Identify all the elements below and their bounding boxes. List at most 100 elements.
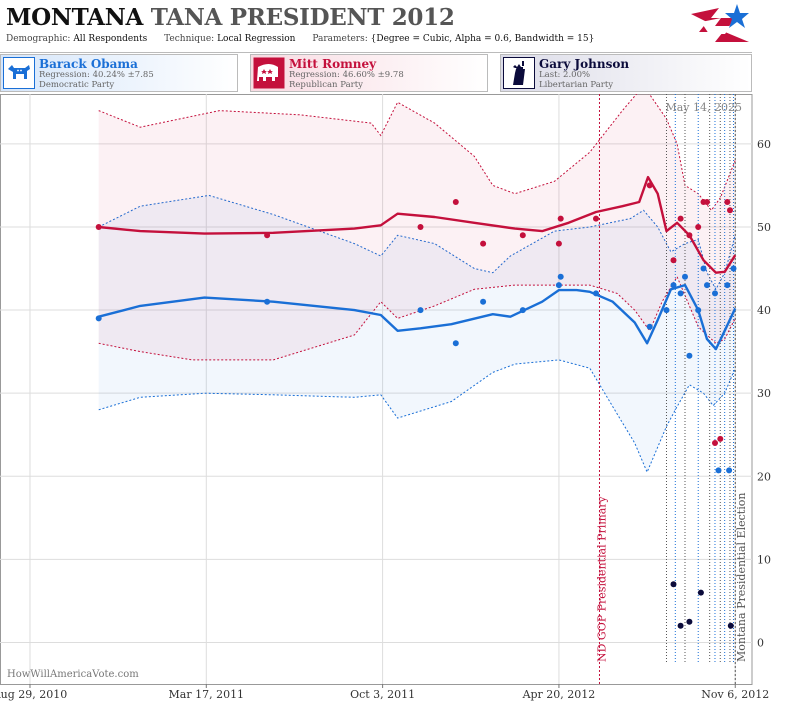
poll-point-obama: [712, 290, 718, 297]
poll-point-romney: [452, 199, 459, 205]
poll-point-obama: [700, 265, 707, 272]
candidate-party: Democratic Party: [39, 80, 115, 90]
poll-point-obama: [480, 298, 487, 305]
poll-point-obama: [663, 307, 670, 314]
y-tick-label: 10: [757, 553, 771, 566]
title-state: MONTANA: [6, 4, 143, 31]
y-tick-label: 40: [757, 304, 771, 317]
poll-point-romney: [717, 435, 724, 442]
poll-chart: ND GOP Presidential Primary Montana Presi…: [0, 94, 771, 701]
poll-point-obama: [593, 290, 599, 297]
donkey-icon: [3, 57, 35, 89]
band-romney: [98, 94, 736, 360]
poll-point-obama: [686, 352, 693, 359]
parameters-label: Parameters:: [312, 34, 368, 44]
band-obama: [98, 195, 736, 473]
poll-point-romney: [480, 240, 487, 247]
poll-point-obama: [646, 323, 653, 330]
y-tick-label: 0: [757, 636, 764, 649]
poll-point-romney: [724, 199, 731, 205]
candidate-johnson[interactable]: Gary Johnson Last: 2.00% Libertarian Par…: [500, 54, 752, 92]
elephant-icon: [253, 57, 285, 89]
event-lines: ND GOP Presidential Primary Montana Presi…: [595, 94, 748, 684]
chart-header: MONTANA TANA PRESIDENT 2012 Demographic:…: [0, 0, 789, 53]
poll-point-romney: [646, 182, 653, 189]
candidate-obama[interactable]: Barack Obama Regression: 40.24% ±7.85 De…: [0, 54, 238, 92]
confidence-bands: [98, 94, 736, 474]
candidate-name: Gary Johnson: [539, 57, 630, 71]
band-upper-romney: [98, 94, 736, 212]
poll-point-obama: [557, 273, 564, 280]
technique-label: Technique:: [164, 34, 215, 44]
candidate-romney[interactable]: Mitt Romney Regression: 46.60% ±9.78 Rep…: [250, 54, 488, 92]
title-rest: TANA PRESIDENT 2012: [150, 4, 455, 31]
poll-point-romney: [519, 232, 526, 239]
poll-point-obama: [715, 467, 722, 474]
band-upper-obama: [98, 194, 736, 291]
x-tick-label: Aug 29, 2010: [0, 688, 67, 701]
candidate-stat: Regression: 46.60% ±9.78: [289, 70, 404, 80]
poll-point-romney: [712, 440, 718, 446]
poll-point-romney: [593, 215, 599, 222]
candidate-stat: Last: 2.00%: [539, 70, 591, 80]
demographic-value: All Respondents: [73, 34, 148, 44]
date-stamp: May 14, 2025: [665, 101, 742, 114]
poll-point-obama: [519, 307, 526, 314]
parameters-line: Demographic: All Respondents Technique: …: [6, 34, 608, 44]
poll-point-obama: [677, 290, 684, 297]
poll-point-romney: [417, 224, 424, 230]
poll-point-obama: [95, 315, 102, 322]
poll-point-romney: [727, 207, 733, 214]
poll-points: [95, 182, 737, 629]
candidate-name: Barack Obama: [39, 57, 138, 71]
poll-point-romney: [704, 199, 710, 205]
watermark: HowWillAmericaVote.com: [7, 669, 139, 680]
candidate-name: Mitt Romney: [289, 57, 377, 71]
site-logo-icon[interactable]: [689, 2, 751, 50]
candidate-legend: Barack Obama Regression: 40.24% ±7.85 De…: [0, 54, 789, 94]
y-tick-label: 60: [757, 138, 771, 151]
x-tick-label: Apr 20, 2012: [522, 688, 596, 701]
poll-marker-lines: [665, 94, 734, 664]
axes: 0 10 20 30 40 50 60 Aug 29, 2010 Mar 17, 2011 Oct…: [0, 138, 771, 701]
event-label: ND GOP Presidential Primary: [595, 495, 608, 662]
y-tick-label: 50: [757, 221, 771, 234]
poll-point-romney: [264, 232, 271, 239]
candidate-party: Libertarian Party: [539, 80, 614, 90]
y-tick-label: 30: [757, 387, 771, 400]
trend-line-obama: [98, 283, 737, 351]
plot-frame: [0, 94, 753, 685]
trend-lines: [98, 175, 737, 351]
parameters-value: {Degree = Cubic, Alpha = 0.6, Bandwidth …: [370, 34, 595, 44]
x-tick-label: Mar 17, 2011: [169, 688, 245, 701]
poll-point-johnson: [670, 581, 677, 588]
event-label: Montana Presidential Election: [735, 493, 748, 662]
x-tick-label: Oct 3, 2011: [350, 688, 415, 701]
poll-point-romney: [557, 215, 564, 222]
poll-point-obama: [417, 307, 424, 314]
poll-point-romney: [686, 232, 693, 239]
poll-point-obama: [670, 282, 677, 289]
demographic-label: Demographic:: [6, 34, 71, 44]
poll-point-johnson: [677, 622, 684, 629]
poll-point-obama: [555, 282, 562, 289]
poll-point-johnson: [727, 622, 734, 629]
poll-point-obama: [704, 282, 710, 289]
liberty-icon: [503, 57, 535, 89]
technique-value: Local Regression: [217, 34, 296, 44]
x-tick-label: Nov 6, 2012: [701, 688, 769, 701]
poll-point-romney: [677, 215, 684, 222]
poll-point-obama: [695, 307, 702, 314]
poll-point-obama: [730, 265, 737, 272]
y-tick-label: 20: [757, 470, 771, 483]
poll-point-romney: [695, 224, 702, 230]
band-lower-romney: [98, 275, 736, 361]
poll-point-obama: [452, 340, 459, 347]
poll-point-obama: [726, 467, 733, 474]
band-lower-obama: [98, 359, 736, 474]
trend-line-romney: [98, 175, 737, 274]
poll-point-romney: [95, 224, 102, 230]
page-title: MONTANA TANA PRESIDENT 2012: [6, 4, 455, 31]
poll-point-johnson: [697, 589, 704, 596]
poll-point-romney: [670, 257, 677, 264]
